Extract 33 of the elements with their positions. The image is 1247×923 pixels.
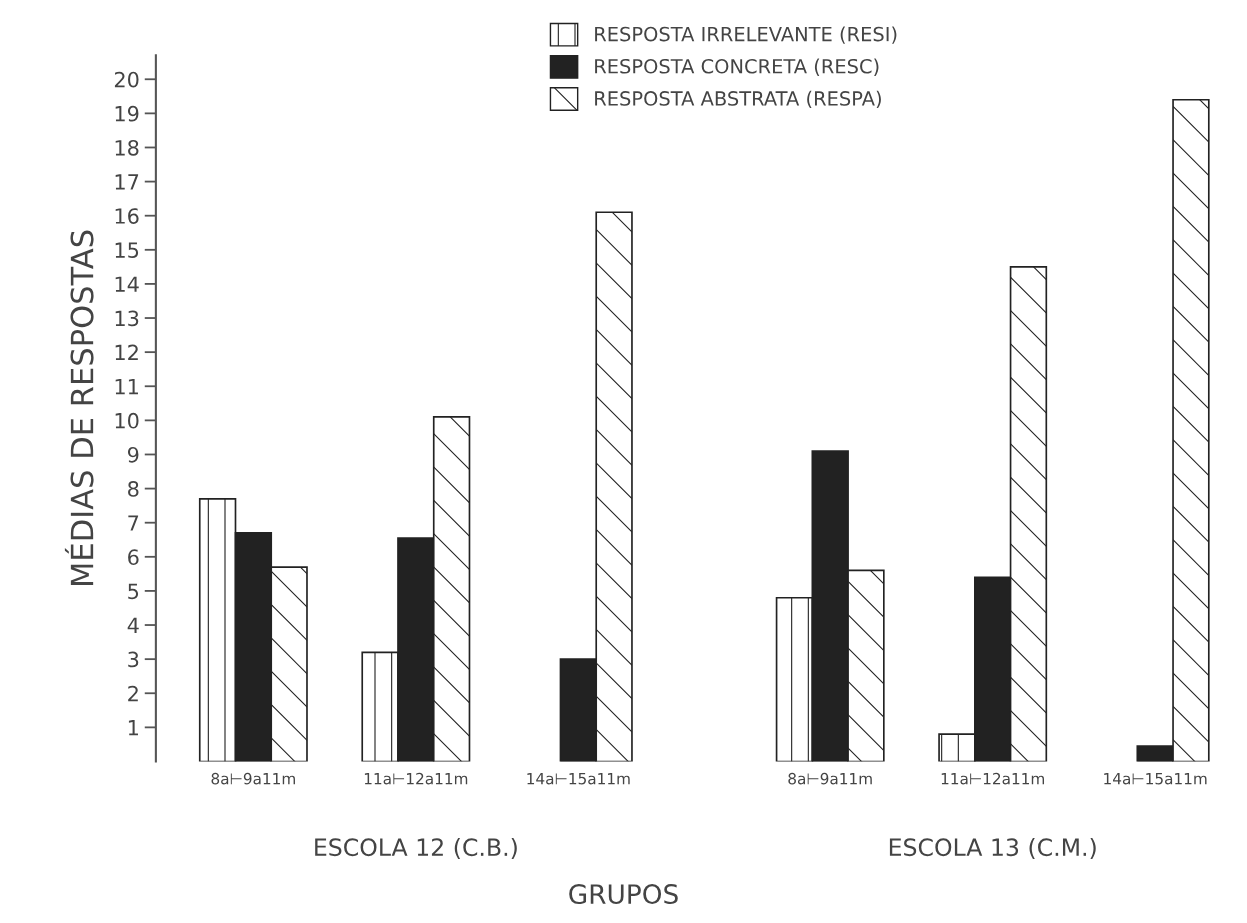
y-tick-label: 3: [128, 651, 139, 668]
x-tick-label: 8a⊢9a11m: [788, 772, 872, 785]
legend-label: RESPOSTA CONCRETA (RESC): [595, 58, 879, 76]
y-tick-label: 7: [128, 515, 139, 531]
y-axis-title: MÉDIAS DE RESPOSTAS: [64, 230, 94, 586]
x-tick-label: 14a⊢15a11m: [527, 773, 630, 785]
y-tick-label: 12: [115, 344, 138, 361]
legend-label: RESPOSTA ABSTRATA (RESPA): [595, 90, 881, 109]
text: ESCOLA 13 (C.M.): [889, 837, 1096, 859]
y-tick-label: 13: [115, 310, 139, 327]
y-tick-label: 17: [115, 174, 139, 190]
y-tick-label: 18: [115, 139, 139, 156]
y-tick-label: 16: [115, 208, 139, 224]
x-tick-label: 11a⊢12a11m: [941, 772, 1045, 785]
text: ESCOLA 12 (C.B.): [315, 837, 517, 859]
y-tick-label: 5: [128, 583, 139, 600]
y-tick-label: 11: [115, 378, 138, 395]
y-tick-label: 4: [127, 617, 139, 633]
y-tick-label: 15: [115, 242, 139, 259]
y-tick-label: 9: [127, 446, 139, 463]
y-tick-label: 2: [128, 685, 138, 702]
y-tick-label: 20: [114, 71, 139, 88]
y-tick-label: 8: [128, 481, 139, 497]
legend-label: RESPOSTA IRRELEVANTE (RESI): [595, 26, 897, 44]
x-tick-label: 14a⊢15a11m: [1104, 773, 1207, 785]
x-tick-label: 11a⊢12a11m: [364, 772, 468, 785]
y-tick-label: 10: [115, 412, 139, 429]
y-tick-label: 14: [115, 276, 139, 292]
y-tick-label: 6: [128, 549, 139, 566]
x-axis-title: GRUPOS: [569, 884, 678, 905]
y-tick-label: 1: [128, 720, 138, 736]
x-tick-label: 8a⊢9a11m: [211, 772, 295, 785]
y-tick-label: 19: [115, 105, 139, 122]
